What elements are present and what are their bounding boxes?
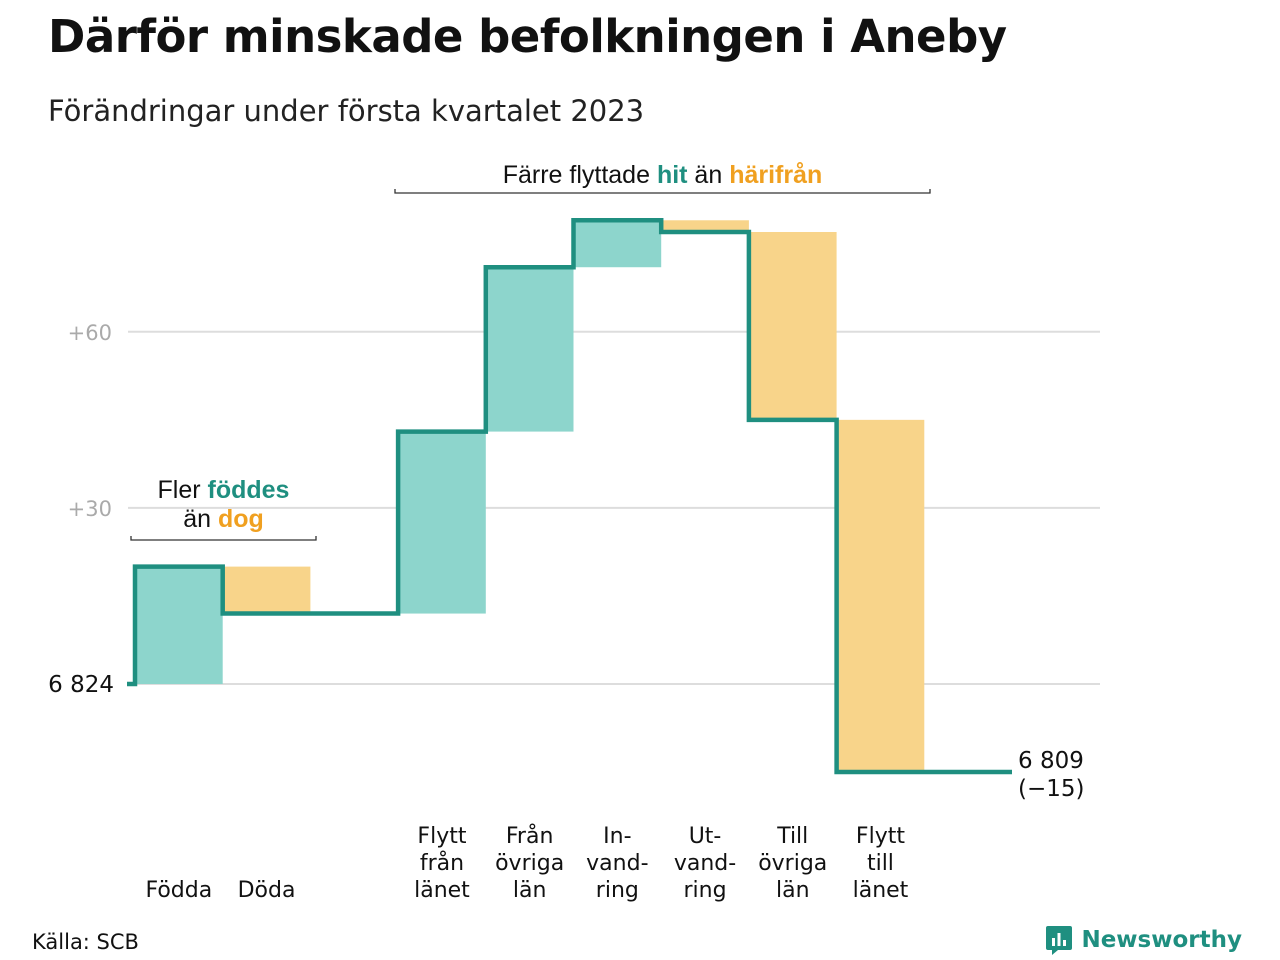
- bar-chart-pin-icon: [1046, 926, 1073, 955]
- category-label-line: övriga: [495, 851, 564, 876]
- chart-subtitle: Förändringar under första kvartalet 2023: [48, 94, 645, 128]
- waterfall-bar: [836, 419, 925, 773]
- category-label: Ut-vand-ring: [674, 824, 736, 903]
- annotation-span: härifrån: [729, 161, 822, 189]
- category-label-line: Födda: [145, 878, 212, 903]
- annotation-bracket: [130, 536, 317, 541]
- chart-title: Därför minskade befolkningen i Aneby: [48, 10, 1007, 63]
- annotation-bracket: [394, 189, 931, 194]
- category-label-line: Ut-: [689, 824, 722, 849]
- category-label-line: Flytt: [417, 824, 466, 849]
- population-step-line: [127, 218, 1012, 775]
- annotation-span: föddes: [208, 476, 290, 504]
- annotation-text: än dog: [183, 505, 264, 533]
- brand-name: Newsworthy: [1081, 927, 1242, 953]
- waterfall-bar: [661, 220, 749, 233]
- annotation-span: hit: [657, 161, 688, 189]
- category-label-line: länet: [414, 878, 470, 903]
- annotation-span: Fler: [158, 476, 208, 504]
- category-label-line: från: [420, 850, 464, 876]
- annotation-span: Färre flyttade: [503, 161, 657, 189]
- category-label-line: vand-: [674, 851, 736, 876]
- y-tick-label: +60: [68, 321, 112, 345]
- category-label: Döda: [238, 878, 296, 903]
- category-label: Till övriga län: [758, 824, 827, 903]
- brand-logo[interactable]: Newsworthy: [1045, 924, 1242, 956]
- category-label-line: Till: [776, 824, 808, 849]
- category-label-line: län: [513, 878, 547, 903]
- category-label-line: ring: [596, 878, 639, 903]
- annotation-text: Färre flyttade hit än härifrån: [503, 161, 823, 189]
- waterfall-bar: [398, 431, 486, 614]
- category-label-line: Flytt: [856, 824, 905, 849]
- bars: [135, 220, 925, 773]
- category-label: Från övriga län: [495, 823, 564, 903]
- gridlines: [128, 330, 1100, 685]
- source-note: Källa: SCB: [32, 930, 139, 954]
- start-value-label: 6 824: [48, 672, 114, 698]
- category-label-line: till: [867, 851, 894, 876]
- category-label: In-vand-ring: [586, 824, 648, 903]
- annotation-span: dog: [218, 505, 264, 533]
- category-label-line: län: [776, 878, 810, 903]
- category-label-line: vand-: [586, 851, 648, 876]
- category-label: Födda: [145, 878, 212, 903]
- annotation-text: Fler föddes: [158, 476, 290, 504]
- end-value-label: 6 809: [1018, 748, 1084, 774]
- category-label-line: Döda: [238, 878, 296, 903]
- y-tick-label: +30: [68, 497, 112, 521]
- category-label-line: Från: [506, 823, 554, 849]
- waterfall-bar: [573, 220, 662, 268]
- category-label-line: länet: [853, 878, 909, 903]
- category-label: Flytt till länet: [853, 824, 909, 903]
- category-label-line: In-: [603, 824, 631, 849]
- category-label-line: övriga: [758, 851, 827, 876]
- waterfall-bar: [748, 232, 837, 420]
- waterfall-bar: [222, 566, 311, 614]
- end-change-label: (−15): [1018, 776, 1084, 802]
- annotation-span: än: [183, 505, 218, 533]
- waterfall-bar: [485, 267, 574, 432]
- category-label-line: ring: [684, 878, 727, 903]
- category-label: Flytt från länet: [414, 824, 470, 903]
- waterfall-bar: [135, 566, 223, 684]
- annotation-span: än: [687, 161, 729, 189]
- step-line: [127, 218, 1012, 775]
